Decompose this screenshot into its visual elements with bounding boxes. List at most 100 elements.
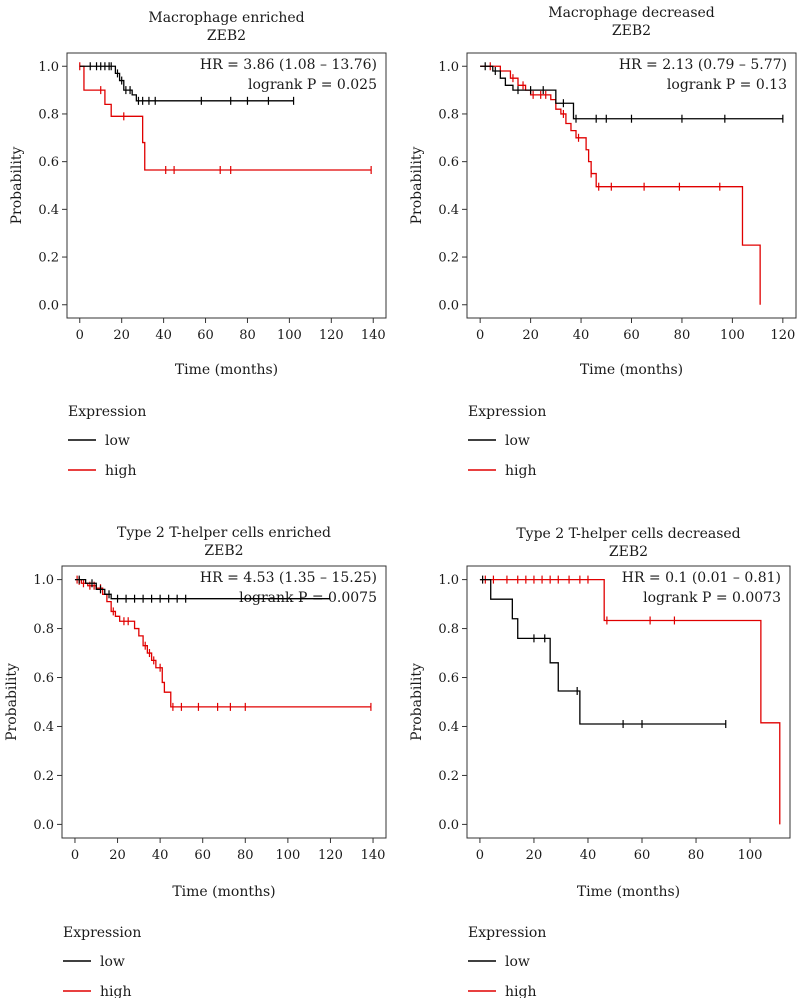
x-tick-label: 40: [573, 328, 590, 343]
survival-curve-low: [480, 65, 783, 120]
legend-title: Expression: [63, 925, 141, 941]
legend-label-low: low: [105, 433, 130, 449]
y-tick-label: 0.6: [438, 671, 459, 686]
logrank-p-text: logrank P = 0.025: [248, 77, 377, 93]
chart-title: Macrophage decreased: [548, 5, 715, 21]
x-tick-label: 80: [688, 848, 705, 863]
km-chart-macrophage-decreased: Macrophage decreased ZEB2 0.0 0.2 0.4 0.6 0.8 1…: [409, 5, 797, 479]
y-axis-label: Probability: [4, 663, 20, 741]
x-axis-label: Time (months): [172, 884, 275, 900]
y-tick-label: 0.8: [438, 107, 459, 122]
hazard-ratio-text: HR = 3.86 (1.08 – 13.76): [200, 57, 377, 73]
x-tick-label: 100: [277, 328, 302, 343]
x-tick-label: 80: [237, 848, 254, 863]
x-tick-label: 60: [194, 848, 211, 863]
x-tick-label: 20: [522, 328, 539, 343]
x-tick-label: 20: [109, 848, 126, 863]
y-tick-label: 0.2: [438, 251, 459, 266]
x-tick-label: 40: [580, 848, 597, 863]
y-tick-label: 0.6: [438, 155, 459, 170]
legend-label-high: high: [100, 984, 131, 998]
x-tick-label: 0: [76, 328, 84, 343]
legend-label-low: low: [505, 954, 530, 970]
hazard-ratio-text: HR = 4.53 (1.35 – 15.25): [200, 570, 377, 586]
x-tick-label: 80: [239, 328, 256, 343]
x-tick-label: 40: [152, 848, 169, 863]
chart-subtitle: ZEB2: [204, 543, 243, 559]
y-tick-label: 1.0: [33, 573, 54, 588]
x-tick-label: 120: [318, 848, 343, 863]
y-axis-label: Probability: [9, 147, 25, 225]
chart-subtitle: ZEB2: [612, 23, 651, 39]
x-tick-label: 60: [197, 328, 214, 343]
x-axis-label: Time (months): [577, 884, 680, 900]
y-tick-label: 0.0: [33, 818, 54, 833]
y-tick-label: 0.2: [33, 769, 54, 784]
logrank-p-text: logrank P = 0.13: [667, 77, 787, 93]
km-chart-th2-decreased: Type 2 T-helper cells decreased ZEB2 0.0 0.…: [409, 526, 791, 998]
logrank-p-text: logrank P = 0.0075: [239, 590, 377, 606]
y-tick-label: 0.0: [438, 818, 459, 833]
legend-label-high: high: [505, 984, 536, 998]
legend-label-low: low: [100, 954, 125, 970]
km-chart-macrophage-enriched: Macrophage enriched ZEB2 0.0 0.2 0.4 0.6 0.8 1.…: [9, 10, 387, 479]
x-tick-label: 0: [71, 848, 79, 863]
y-tick-label: 1.0: [438, 573, 459, 588]
hazard-ratio-text: HR = 2.13 (0.79 – 5.77): [619, 57, 787, 73]
x-tick-label: 100: [738, 848, 763, 863]
x-axis-label: Time (months): [580, 362, 683, 378]
y-tick-label: 1.0: [438, 60, 459, 75]
x-tick-label: 0: [476, 848, 484, 863]
survival-curve-high: [479, 578, 781, 825]
legend-label-high: high: [105, 463, 136, 479]
y-tick-label: 0.4: [33, 720, 54, 735]
y-tick-label: 0.4: [438, 720, 459, 735]
y-tick-label: 0.0: [438, 298, 459, 313]
x-tick-label: 140: [361, 848, 386, 863]
chart-subtitle: ZEB2: [609, 544, 648, 560]
x-tick-label: 120: [319, 328, 344, 343]
km-chart-th2-enriched: Type 2 T-helper cells enriched ZEB2 0.0 0.2…: [4, 525, 387, 998]
chart-title: Macrophage enriched: [148, 10, 304, 26]
legend-label-high: high: [505, 463, 536, 479]
legend-label-low: low: [505, 433, 530, 449]
x-tick-label: 40: [155, 328, 172, 343]
survival-curve-low: [79, 65, 294, 102]
y-tick-label: 0.4: [38, 203, 59, 218]
survival-curve-high: [79, 65, 372, 171]
y-axis-label: Probability: [409, 663, 425, 741]
y-tick-label: 0.8: [38, 107, 59, 122]
legend-title: Expression: [68, 404, 146, 420]
x-tick-label: 20: [113, 328, 130, 343]
legend-title: Expression: [468, 925, 546, 941]
x-tick-label: 120: [770, 328, 795, 343]
y-tick-label: 0.0: [38, 298, 59, 313]
y-tick-label: 0.2: [38, 251, 59, 266]
x-tick-label: 100: [720, 328, 745, 343]
x-tick-label: 0: [476, 328, 484, 343]
y-tick-label: 0.6: [33, 671, 54, 686]
y-tick-label: 1.0: [38, 60, 59, 75]
x-tick-label: 60: [634, 848, 651, 863]
y-tick-label: 0.8: [33, 622, 54, 637]
chart-subtitle: ZEB2: [207, 28, 246, 44]
plot-frame: [61, 565, 387, 839]
x-tick-label: 60: [623, 328, 640, 343]
y-tick-label: 0.6: [38, 155, 59, 170]
survival-curve-high: [480, 65, 761, 305]
x-tick-label: 140: [361, 328, 386, 343]
y-tick-label: 0.8: [438, 622, 459, 637]
chart-title: Type 2 T-helper cells enriched: [117, 525, 331, 541]
logrank-p-text: logrank P = 0.0073: [643, 590, 781, 606]
hazard-ratio-text: HR = 0.1 (0.01 – 0.81): [622, 570, 781, 586]
x-tick-label: 100: [275, 848, 300, 863]
x-tick-label: 20: [526, 848, 543, 863]
plot-frame: [66, 52, 387, 319]
y-tick-label: 0.4: [438, 203, 459, 218]
y-axis-label: Probability: [409, 147, 425, 225]
x-axis-label: Time (months): [175, 362, 278, 378]
legend-title: Expression: [468, 404, 546, 420]
y-tick-label: 0.2: [438, 769, 459, 784]
chart-title: Type 2 T-helper cells decreased: [516, 526, 740, 542]
x-tick-label: 80: [674, 328, 691, 343]
